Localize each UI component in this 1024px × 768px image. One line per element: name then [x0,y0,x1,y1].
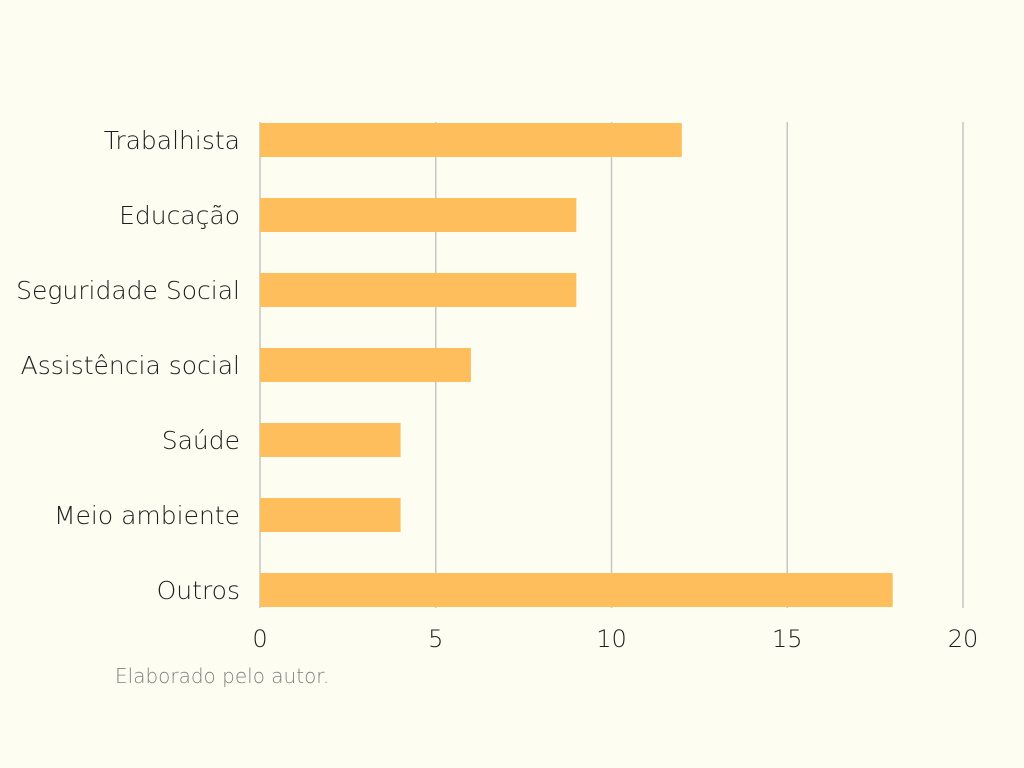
source-note: Elaborado pelo autor. [115,664,330,688]
category-labels: Trabalhista Educação Seguridade Social Assi… [16,126,240,605]
x-tick-label: 5 [428,625,443,653]
category-label: Saúde [162,426,240,455]
bar-0 [260,123,682,157]
bar-3 [260,348,471,382]
x-tick-label: 20 [948,625,979,653]
category-label: Seguridade Social [16,276,240,305]
bar-4 [260,423,401,457]
x-tick-label: 15 [772,625,803,653]
category-label: Educação [119,201,240,230]
category-label: Meio ambiente [54,501,240,530]
x-tick-label: 10 [596,625,627,653]
bar-2 [260,273,577,307]
x-tick-label: 0 [252,625,267,653]
category-label: Assistência social [21,351,240,380]
category-label: Outros [157,576,240,605]
bar-6 [260,573,893,607]
bar-1 [260,198,577,232]
bars [260,123,893,607]
x-axis-tick-labels: 0 5 10 15 20 [252,625,978,653]
category-label: Trabalhista [104,126,240,155]
bar-5 [260,498,401,532]
